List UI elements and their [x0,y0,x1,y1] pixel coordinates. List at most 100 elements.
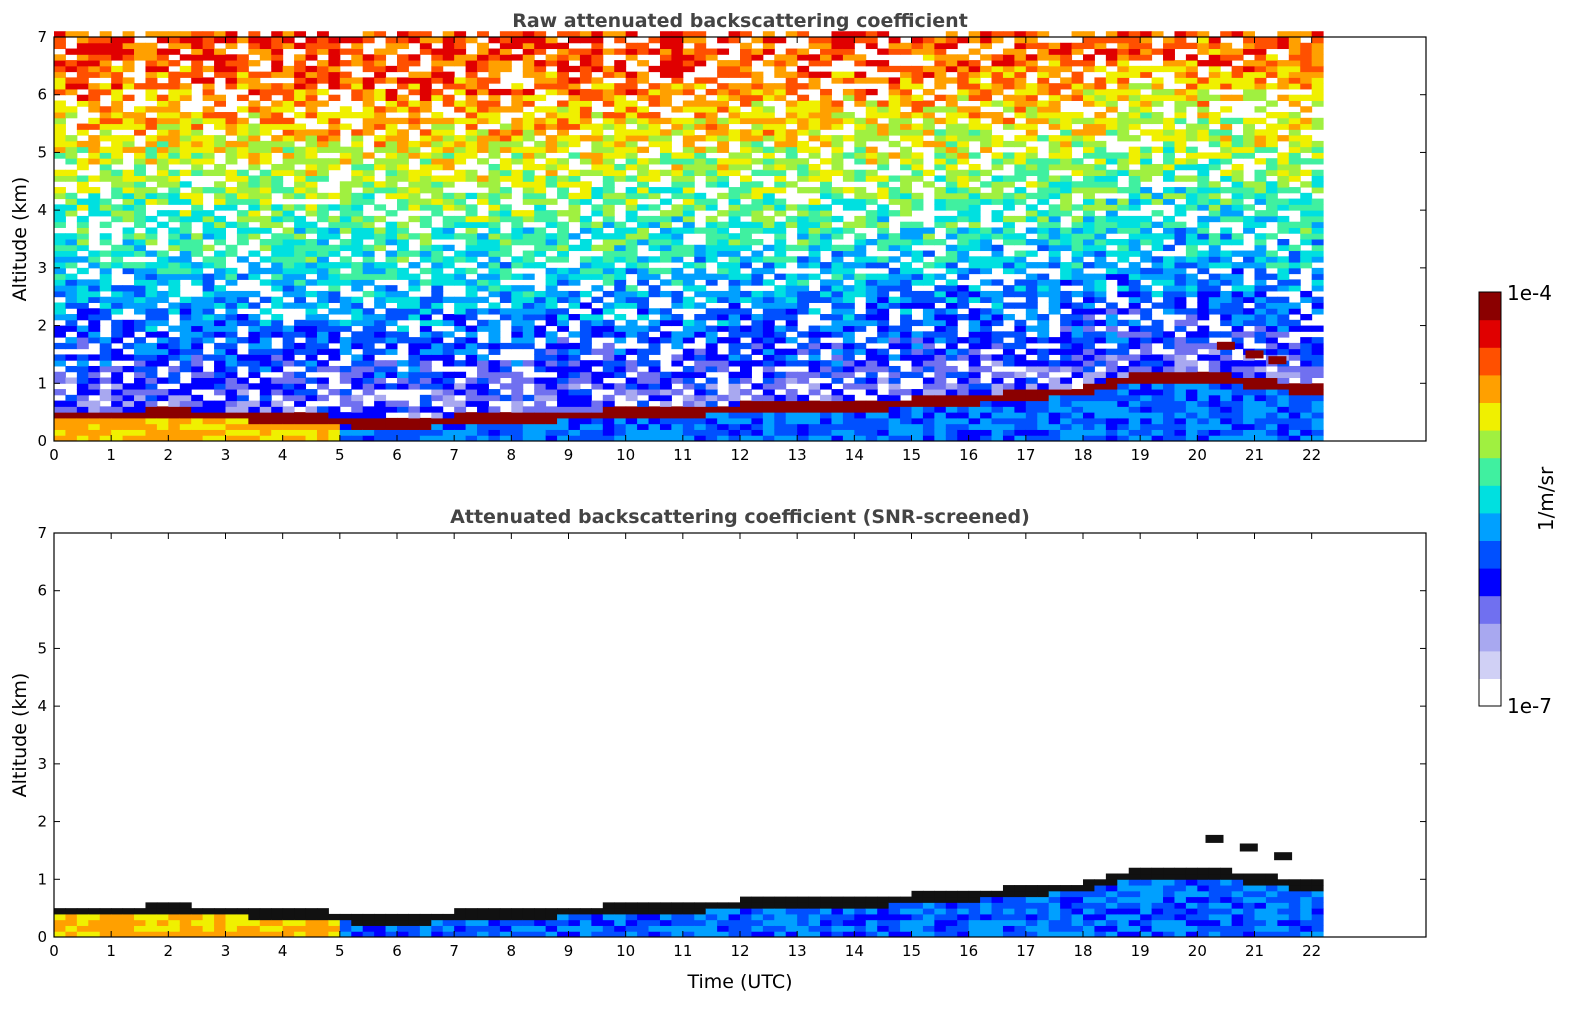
heatmap-cell [534,48,547,55]
heatmap-cell [465,429,478,436]
heatmap-cell [831,365,844,373]
heatmap-cell [717,319,730,327]
heatmap-cell [637,169,650,177]
heatmap-cell [385,169,398,177]
heatmap-cell [214,204,226,211]
heatmap-cell [442,417,455,425]
heatmap-cell [957,175,970,182]
heatmap-cell [1025,394,1038,402]
heatmap-cell [602,371,615,379]
heatmap-cell [214,377,226,384]
heatmap-cell [900,83,912,90]
heatmap-cell [751,158,764,165]
heatmap-cell [842,273,855,280]
heatmap-cell [602,215,615,223]
heatmap-cell [877,65,890,73]
heatmap-cell [271,319,284,327]
heatmap-cell [385,221,398,228]
heatmap-cell [934,37,947,44]
heatmap-cell [968,88,981,96]
heatmap-cell [694,250,707,257]
heatmap-cell [511,314,524,321]
heatmap-cell [408,77,421,84]
heatmap-cell [785,394,798,402]
heatmap-cell [534,435,547,442]
heatmap-cell [534,210,547,217]
heatmap-cell [328,406,341,413]
heatmap-cell [785,354,798,361]
heatmap-cell [397,158,409,165]
heatmap-cell [477,100,489,107]
heatmap-cell [1071,112,1084,119]
heatmap-cell [534,94,547,101]
heatmap-cell [431,302,444,309]
heatmap-cell [122,296,135,303]
heatmap-cell [694,244,707,252]
heatmap-cell [968,337,981,344]
heatmap-cell [659,319,672,327]
heatmap-cell [1048,360,1061,367]
heatmap-cell [488,273,501,280]
heatmap-cell [968,123,981,130]
heatmap-cell [534,71,547,78]
heatmap-cell [671,435,684,442]
heatmap-cell [854,290,867,298]
heatmap-cell [797,106,810,113]
heatmap-cell [191,152,204,159]
heatmap-cell [911,221,924,228]
heatmap-cell [259,140,272,148]
heatmap-cell [911,169,924,177]
heatmap-cell [202,42,215,50]
heatmap-cell [316,406,329,413]
heatmap-cell [671,296,684,303]
heatmap-cell [122,187,135,194]
heatmap-cell [637,400,650,407]
heatmap-cell [762,342,775,350]
heatmap-cell [202,169,215,177]
heatmap-cell [88,88,101,96]
heatmap-cell [156,94,169,101]
heatmap-cell [614,221,627,228]
heatmap-cell [625,77,638,84]
heatmap-cell [968,210,981,217]
heatmap-cell [1083,365,1095,373]
heatmap-cell [1037,412,1050,419]
heatmap-cell [740,152,752,159]
heatmap-cell [397,267,409,275]
heatmap-cell [419,417,432,425]
heatmap-cell [442,123,455,130]
heatmap-cell [179,394,192,402]
heatmap-cell [991,152,1004,159]
heatmap-cell [236,377,249,384]
heatmap-cell [991,423,1004,430]
heatmap-cell [65,302,78,309]
heatmap-cell [831,412,844,419]
heatmap-cell [1071,400,1084,407]
heatmap-cell [625,429,638,436]
heatmap-cell [671,60,684,67]
heatmap-cell [168,435,181,442]
heatmap-cell [637,423,650,430]
heatmap-cell [408,204,421,211]
heatmap-cell [785,296,798,303]
heatmap-cell [419,37,432,44]
heatmap-cell [362,94,375,101]
heatmap-cell [419,406,432,413]
heatmap-cell [305,65,318,73]
heatmap-cell [557,314,569,321]
heatmap-cell [236,192,249,200]
heatmap-cell [454,215,467,223]
heatmap-cell [477,215,489,223]
heatmap-cell [488,112,501,119]
heatmap-cell [236,360,249,367]
heatmap-cell [1105,319,1118,327]
heatmap-cell [591,204,604,211]
heatmap-cell [88,279,101,286]
heatmap-cell [717,412,730,419]
heatmap-cell [797,348,810,355]
heatmap-cell [65,198,78,205]
heatmap-cell [831,423,844,430]
heatmap-cell [1094,400,1107,407]
heatmap-cell [511,221,524,228]
heatmap-cell [831,48,844,55]
